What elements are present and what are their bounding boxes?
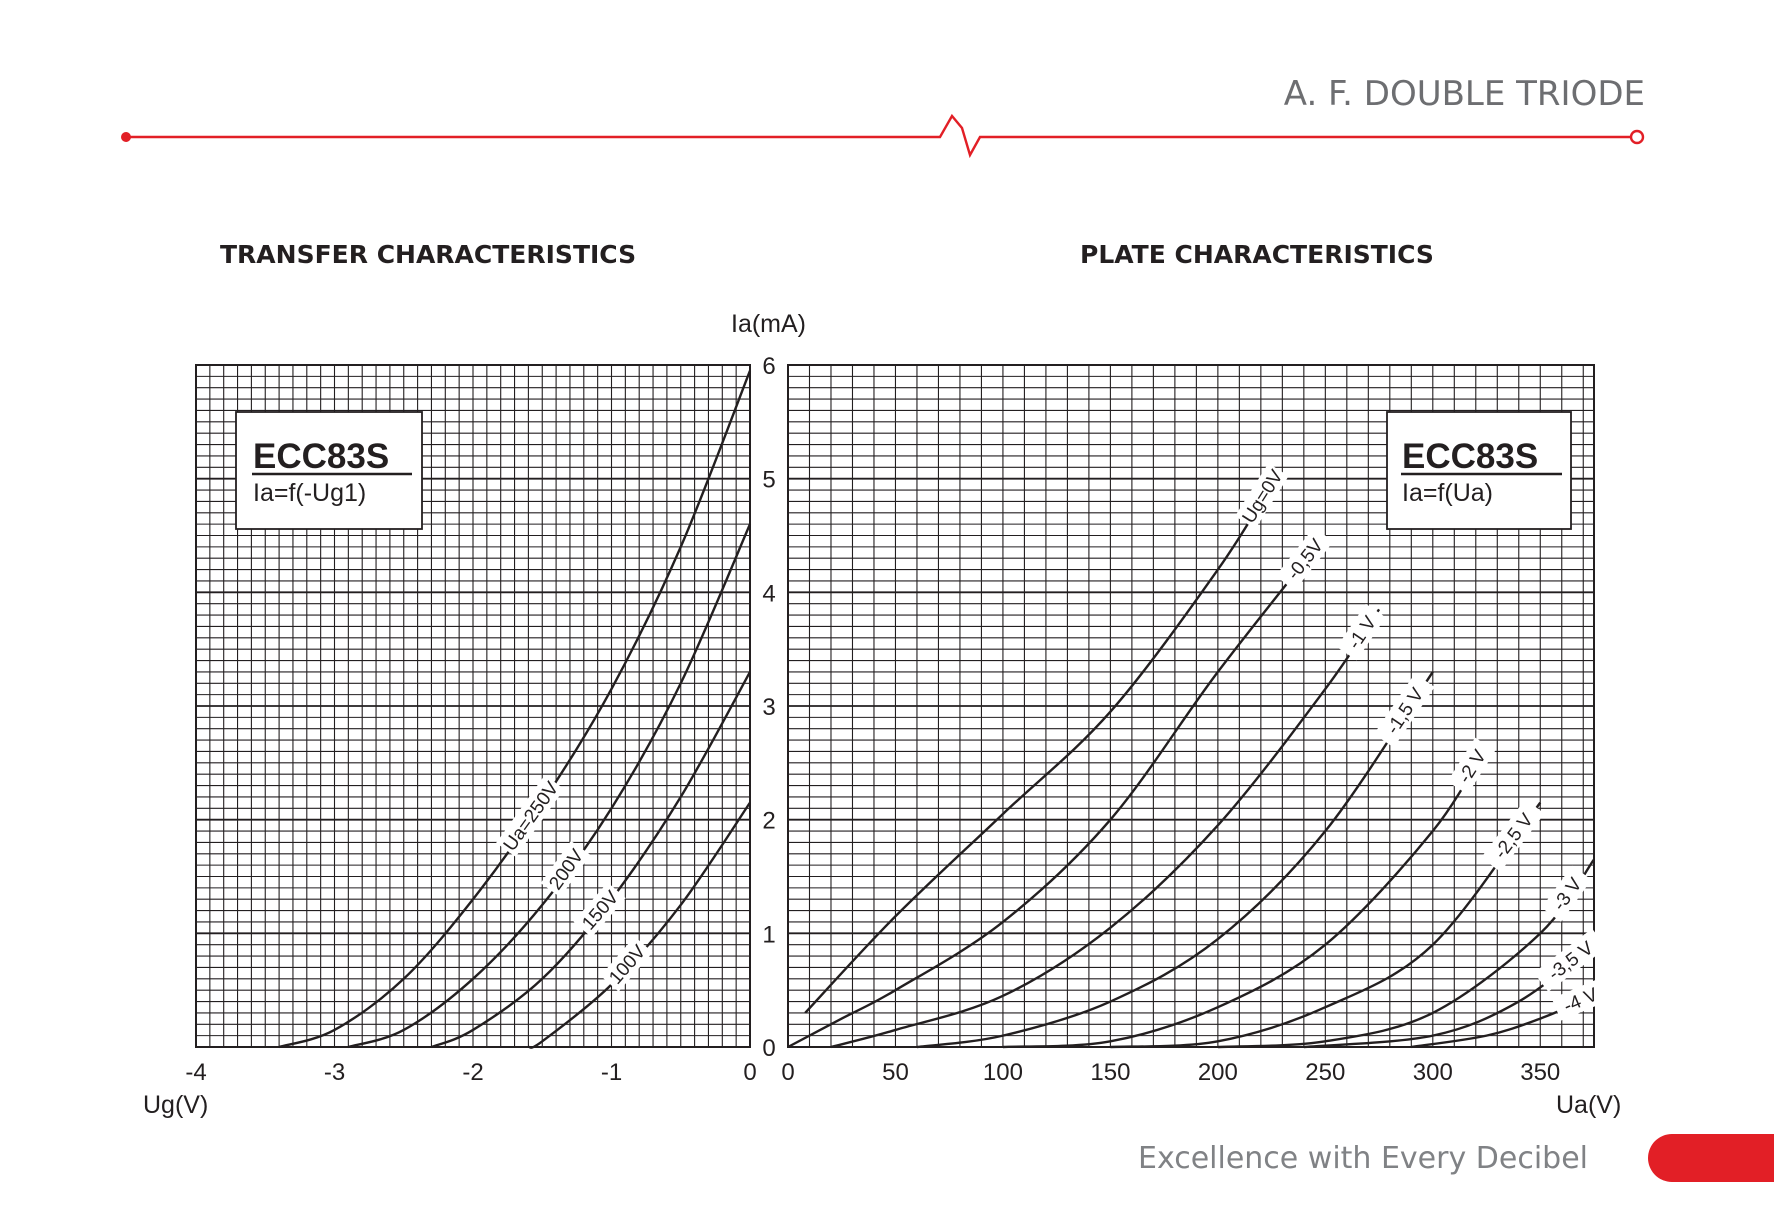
transfer-legend-frame	[235, 411, 423, 530]
header-rule	[121, 113, 1645, 159]
plate-x-tick: 100	[983, 1059, 1023, 1086]
y-tick: 0	[762, 1035, 775, 1062]
transfer-x-axis-label: Ug(V)	[143, 1091, 208, 1119]
plate-curves	[787, 483, 1595, 1049]
plate-chart-title: PLATE CHARACTERISTICS	[1080, 240, 1434, 269]
y-tick: 1	[762, 921, 775, 948]
transfer-x-tick: 0	[743, 1059, 756, 1086]
plate-label-bg	[1533, 928, 1607, 992]
plate-label-bg	[1373, 673, 1435, 748]
plate-legend-title: ECC83S	[1402, 437, 1538, 476]
plate-label: -1,5 V	[1373, 673, 1435, 748]
transfer-label-bg	[600, 936, 653, 992]
footer-tagline: Excellence with Every Decibel	[1138, 1141, 1588, 1176]
transfer-chart-title: TRANSFER CHARACTERISTICS	[220, 240, 636, 269]
plate-curve	[916, 671, 1434, 1049]
plate-x-ticks: 0 50 100 150 200 250 300 350	[781, 1059, 1560, 1086]
transfer-label-bg	[540, 840, 591, 898]
plate-x-tick: 350	[1520, 1059, 1560, 1086]
transfer-label-text: Ua=250V	[500, 778, 564, 855]
plate-x-tick: 200	[1198, 1059, 1238, 1086]
y-tick: 5	[762, 467, 775, 494]
header-rule-line	[126, 113, 1637, 159]
transfer-x-ticks: -4 -3 -2 -1 0	[185, 1059, 756, 1086]
transfer-legend-title: ECC83S	[253, 437, 389, 476]
plate-label-bg	[1541, 865, 1592, 922]
transfer-x-tick: -2	[462, 1059, 483, 1086]
transfer-label: Ua=250V	[496, 775, 565, 857]
header-rule-end-ring	[1629, 129, 1645, 145]
plate-x-tick: 0	[781, 1059, 794, 1086]
y-tick: 4	[762, 580, 775, 607]
y-tick: 2	[762, 808, 775, 835]
plate-label: Ug=0V	[1235, 463, 1289, 529]
plate-label-text: Ug=0V	[1239, 466, 1288, 527]
transfer-x-tick: -4	[185, 1059, 206, 1086]
y-axis-label: Ia(mA)	[731, 310, 806, 338]
plate-legend-box: ECC83S Ia=f(Ua)	[1386, 411, 1572, 530]
plate-legend-subtitle: Ia=f(Ua)	[1402, 479, 1493, 507]
plate-x-tick: 50	[882, 1059, 909, 1086]
plate-curve	[1110, 801, 1542, 1049]
plate-label-bg	[1481, 799, 1545, 872]
plate-curve	[830, 608, 1381, 1049]
transfer-legend-box: ECC83S Ia=f(-Ug1)	[235, 411, 423, 530]
transfer-curve	[430, 671, 752, 1049]
plate-label: -1 V	[1336, 603, 1386, 661]
plate-curve	[1002, 745, 1488, 1049]
header-title: A. F. DOUBLE TRIODE	[1284, 74, 1645, 114]
y-tick: 3	[762, 694, 775, 721]
plate-curve	[804, 483, 1273, 1014]
plate-label: -2,5 V	[1481, 799, 1545, 872]
plate-x-tick: 300	[1413, 1059, 1453, 1086]
footer-red-tab	[1648, 1134, 1774, 1182]
plate-curve	[787, 534, 1327, 1049]
transfer-x-tick: -3	[324, 1059, 345, 1086]
plate-x-tick: 250	[1305, 1059, 1345, 1086]
plate-x-axis-label: Ua(V)	[1556, 1091, 1621, 1119]
plate-grid-frame	[787, 364, 1595, 1048]
transfer-label-bg	[573, 882, 626, 938]
transfer-label-bg	[496, 775, 565, 857]
plate-x-tick: 150	[1090, 1059, 1130, 1086]
plate-label-bg	[1235, 463, 1289, 529]
plate-label-bg	[1275, 526, 1334, 591]
plate-label-bg	[1447, 737, 1496, 795]
transfer-grid-frame	[195, 364, 751, 1048]
plate-label: -4 V	[1551, 978, 1609, 1021]
y-tick: 6	[762, 353, 775, 380]
plate-label-bg	[1336, 603, 1386, 661]
header-rule-start-dot	[121, 132, 131, 142]
transfer-x-tick: -1	[601, 1059, 622, 1086]
plate-legend-frame	[1386, 411, 1572, 530]
transfer-legend-subtitle: Ia=f(-Ug1)	[253, 479, 366, 507]
y-ticks: 0 1 2 3 4 5 6	[762, 353, 775, 1062]
plate-label-bg	[1551, 978, 1609, 1021]
